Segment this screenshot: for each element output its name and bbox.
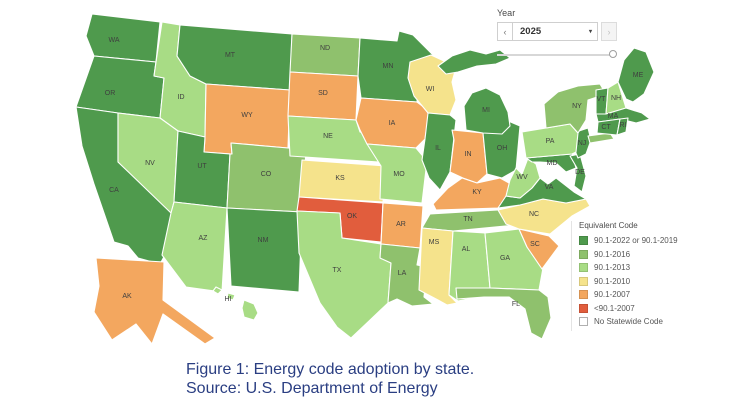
legend-item[interactable]: No Statewide Code [579,317,731,326]
legend-label: <90.1-2007 [594,303,635,313]
legend-swatch [579,249,588,259]
state-MI[interactable] [437,49,511,135]
legend-swatch [579,317,588,326]
state-AZ[interactable] [161,201,228,293]
state-PA[interactable] [521,123,579,159]
legend-swatch [579,276,588,286]
legend: Equivalent Code 90.1-2022 or 90.1-2019 9… [579,221,731,331]
state-AK[interactable] [93,257,216,345]
year-slider[interactable] [497,50,617,60]
legend-item[interactable]: 90.1-2010 [579,276,731,286]
legend-item[interactable]: 90.1-2007 [579,290,731,299]
year-dropdown[interactable]: 2025 ▾ [513,22,598,41]
state-IN[interactable] [449,129,488,184]
legend-label: 90.1-2007 [594,290,631,299]
legend-swatch [579,290,588,299]
state-ND[interactable] [289,33,361,77]
legend-label: 90.1-2022 or 90.1-2019 [594,236,678,245]
legend-swatch [579,263,588,272]
state-CT[interactable] [596,118,621,136]
state-NM[interactable] [226,207,303,293]
legend-divider [571,221,572,331]
year-control: Year ‹ 2025 ▾ › [497,8,617,60]
year-value: 2025 [520,26,542,37]
state-SC[interactable] [518,228,560,270]
state-IA[interactable] [355,97,430,149]
caption-line2: Source: U.S. Department of Energy [186,380,438,397]
year-next-button[interactable]: › [601,22,617,41]
figure-caption: Figure 1: Energy code adoption by state.… [186,360,474,398]
state-HI[interactable] [212,286,259,321]
slider-handle[interactable] [609,50,617,58]
state-WY[interactable] [203,83,291,155]
chevron-down-icon: ▾ [588,29,592,35]
legend-item[interactable]: 90.1-2022 or 90.1-2019 [579,236,731,245]
legend-item[interactable]: <90.1-2007 [579,303,731,313]
legend-item[interactable]: 90.1-2016 [579,249,731,259]
state-MO[interactable] [366,143,428,204]
legend-swatch [579,236,588,245]
state-DE[interactable] [569,153,587,193]
slider-track [497,54,613,56]
state-FL[interactable] [455,287,552,340]
legend-label: No Statewide Code [594,317,663,326]
state-AR[interactable] [380,202,424,249]
state-SD[interactable] [287,71,359,121]
year-prev-button[interactable]: ‹ [497,22,513,41]
state-KS[interactable] [298,159,387,203]
state-IL[interactable] [421,112,457,191]
state-ME[interactable] [617,47,655,103]
legend-label: 90.1-2013 [594,263,631,272]
legend-label: 90.1-2010 [594,276,631,286]
legend-item[interactable]: 90.1-2013 [579,263,731,272]
year-label: Year [497,8,516,18]
caption-line1: Figure 1: Energy code adoption by state. [186,361,475,378]
legend-title: Equivalent Code [579,221,638,230]
legend-swatch [579,303,588,313]
legend-label: 90.1-2016 [594,249,631,259]
state-WA[interactable] [85,13,161,63]
state-RI[interactable] [616,117,629,136]
